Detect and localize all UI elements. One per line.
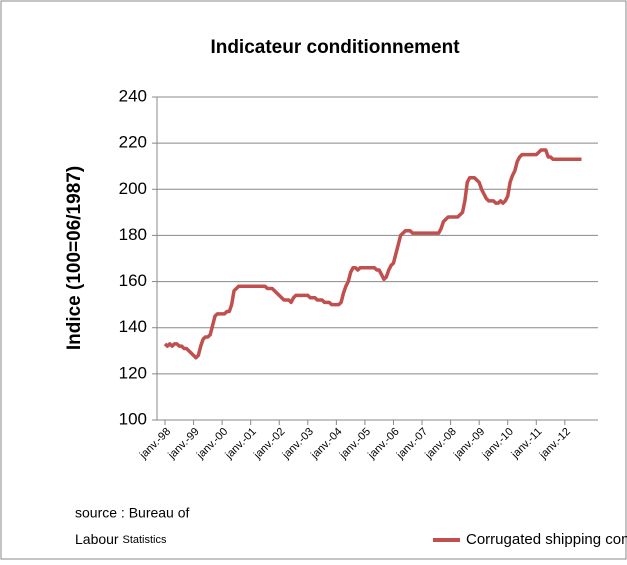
y-axis-title: Indice (100=06/1987) [64,166,85,350]
source-part: Statistics [122,534,167,546]
y-tick-label: 120 [119,363,147,382]
chart-title: Indicateur conditionnement [210,37,460,58]
source: Labour Statistics [75,531,167,547]
y-tick-label: 240 [119,86,147,105]
series-line [163,148,582,360]
y-tick-label: 200 [119,179,147,198]
y-tick-label: 160 [119,271,147,290]
source-part: Labour [75,531,119,547]
y-tick-label: 100 [119,409,147,428]
source: source : Bureau of [75,505,190,521]
legend-label: Corrugated shipping container [466,531,627,548]
y-tick-label: 220 [119,133,147,152]
y-tick-label: 140 [119,317,147,336]
y-tick-label: 180 [119,225,147,244]
